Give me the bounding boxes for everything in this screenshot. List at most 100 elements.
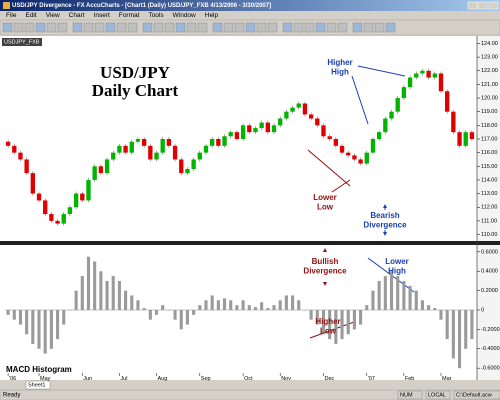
toolbar-button[interactable] — [35, 22, 46, 33]
candle — [197, 152, 202, 160]
candle — [339, 145, 345, 153]
x-tick-label: Mar — [442, 376, 452, 382]
annotation: Lower — [385, 257, 409, 266]
toolbar-button[interactable] — [282, 22, 293, 33]
histogram-bar — [6, 310, 10, 315]
status-text: Ready — [3, 393, 20, 399]
annotation: Divergence — [303, 267, 347, 276]
toolbar-button[interactable] — [57, 22, 68, 33]
toolbar-button[interactable] — [94, 22, 105, 33]
toolbar-button[interactable] — [304, 22, 315, 33]
toolbar-button[interactable] — [337, 22, 348, 33]
toolbar-button[interactable] — [142, 22, 153, 33]
candle — [123, 145, 128, 153]
toolbar-button[interactable] — [267, 22, 278, 33]
menu-item[interactable]: Chart — [69, 12, 85, 19]
x-tick-label: Oct — [244, 376, 253, 382]
toolbar-button[interactable] — [153, 22, 164, 33]
histogram-bar — [111, 276, 115, 310]
toolbar-button[interactable] — [293, 22, 304, 33]
y-tick-label: 115.00 — [481, 164, 497, 170]
y-tick-label: 0.6000 — [481, 249, 498, 255]
y-tick-label: 0.2000 — [481, 288, 498, 294]
candle — [5, 141, 11, 146]
histogram-bar — [80, 276, 84, 310]
histogram-bar — [18, 310, 23, 325]
candle — [346, 152, 351, 156]
window-controls — [467, 1, 499, 10]
menu-item[interactable]: Window — [173, 12, 196, 19]
candle — [228, 132, 233, 137]
toolbar-button[interactable] — [326, 22, 337, 33]
candle — [438, 73, 444, 92]
toolbar-button[interactable] — [385, 22, 396, 33]
histogram-bar — [130, 295, 134, 310]
menu-item[interactable]: Format — [119, 12, 140, 19]
x-tick-label: Sep — [201, 376, 211, 382]
menu-item[interactable]: View — [46, 12, 60, 19]
candle — [376, 132, 382, 139]
menu-item[interactable]: Insert — [94, 12, 110, 19]
toolbar-button[interactable] — [212, 22, 223, 33]
series-label: USDJPY_FXB — [4, 39, 40, 45]
candle — [247, 125, 252, 133]
toolbar-button[interactable] — [127, 22, 138, 33]
menu-item[interactable]: Help — [205, 12, 219, 19]
annotation: Bullish — [312, 257, 339, 266]
toolbar-button[interactable] — [13, 22, 24, 33]
annotation: Lower — [313, 193, 337, 202]
menu-item[interactable]: File — [6, 12, 17, 19]
toolbar-button[interactable] — [352, 22, 363, 33]
y-tick-label: 117.00 — [481, 136, 497, 142]
toolbar-button[interactable] — [363, 22, 374, 33]
toolbar-button[interactable] — [72, 22, 83, 33]
candle — [166, 139, 172, 146]
sheet-tab[interactable] — [25, 380, 51, 390]
toolbar-button[interactable] — [175, 22, 186, 33]
candle — [24, 159, 29, 174]
toolbar-button[interactable] — [245, 22, 256, 33]
toolbar-button[interactable] — [197, 22, 208, 33]
histogram-bar — [241, 300, 245, 310]
histogram-bar — [427, 305, 431, 310]
toolbar-button[interactable] — [223, 22, 234, 33]
toolbar-button[interactable] — [24, 22, 35, 33]
histogram-bar — [377, 280, 381, 310]
y-tick-label: 113.00 — [481, 191, 497, 197]
x-tick-label: Jun — [83, 376, 92, 382]
histogram-bar — [222, 298, 227, 310]
sheet-tab-label[interactable]: Sheet1 — [28, 382, 45, 388]
histogram-bar — [346, 310, 350, 335]
candle — [67, 207, 73, 215]
histogram-bar — [173, 310, 177, 320]
minimize-button[interactable] — [467, 1, 478, 10]
toolbar-button[interactable] — [2, 22, 13, 33]
toolbar-button[interactable] — [164, 22, 175, 33]
toolbar-button[interactable] — [46, 22, 57, 33]
toolbar-button[interactable] — [116, 22, 127, 33]
x-tick-label: Jul — [120, 376, 127, 382]
toolbar-button[interactable] — [256, 22, 267, 33]
menu-item[interactable]: Edit — [25, 12, 36, 19]
maximize-button[interactable] — [477, 1, 488, 10]
annotation: Higher — [315, 317, 340, 326]
menu-item[interactable]: Tools — [148, 12, 164, 19]
x-tick-label: Nov — [281, 376, 291, 382]
histogram-bar — [154, 310, 159, 315]
toolbar-button[interactable] — [186, 22, 197, 33]
candle — [259, 122, 264, 129]
histogram-bar — [117, 280, 121, 310]
candle — [327, 136, 332, 139]
close-button[interactable] — [488, 1, 499, 10]
toolbar-button[interactable] — [105, 22, 116, 33]
histogram-bar — [470, 310, 474, 340]
histogram-bar — [315, 310, 319, 325]
candle — [290, 107, 295, 112]
histogram-bar — [198, 305, 202, 310]
toolbar-button[interactable] — [234, 22, 245, 33]
toolbar-button[interactable] — [374, 22, 385, 33]
histogram-bar — [272, 305, 276, 310]
toolbar-button[interactable] — [83, 22, 94, 33]
toolbar-button[interactable] — [315, 22, 326, 33]
candle — [30, 173, 35, 194]
